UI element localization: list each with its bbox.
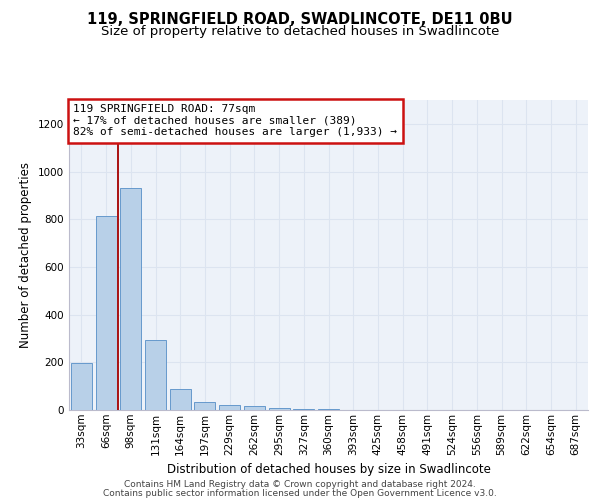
Text: Contains public sector information licensed under the Open Government Licence v3: Contains public sector information licen… [103, 488, 497, 498]
Text: Size of property relative to detached houses in Swadlincote: Size of property relative to detached ho… [101, 25, 499, 38]
Text: 119, SPRINGFIELD ROAD, SWADLINCOTE, DE11 0BU: 119, SPRINGFIELD ROAD, SWADLINCOTE, DE11… [87, 12, 513, 28]
Bar [219, 405, 240, 410]
Text: Contains HM Land Registry data © Crown copyright and database right 2024.: Contains HM Land Registry data © Crown c… [124, 480, 476, 489]
Bar [170, 388, 191, 410]
Bar [194, 402, 215, 410]
Bar [269, 408, 290, 410]
X-axis label: Distribution of detached houses by size in Swadlincote: Distribution of detached houses by size … [167, 463, 490, 476]
Bar [244, 406, 265, 410]
Bar [71, 363, 92, 410]
Text: 119 SPRINGFIELD ROAD: 77sqm
← 17% of detached houses are smaller (389)
82% of se: 119 SPRINGFIELD ROAD: 77sqm ← 17% of det… [73, 104, 397, 138]
Y-axis label: Number of detached properties: Number of detached properties [19, 162, 32, 348]
Bar [145, 340, 166, 410]
Bar [293, 409, 314, 410]
Bar [120, 188, 141, 410]
Bar [95, 216, 116, 410]
